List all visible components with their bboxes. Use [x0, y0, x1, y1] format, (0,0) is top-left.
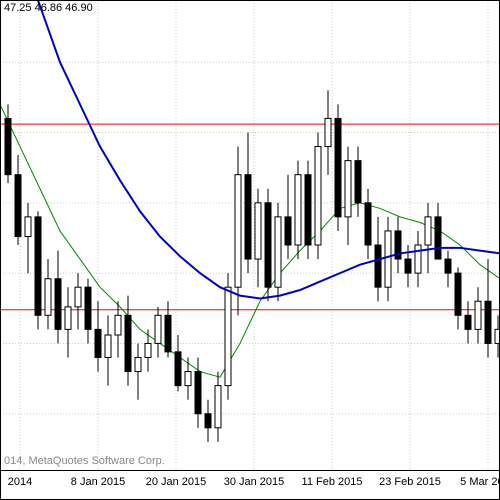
- copyright-text: 014, MetaQuotes Software Corp.: [4, 455, 165, 467]
- candlestick-chart: 47.25 46.86 46.90 014, MetaQuotes Softwa…: [0, 0, 500, 500]
- chart-svg: [0, 0, 500, 500]
- x-axis-label: 11 Feb 2015: [302, 476, 363, 488]
- x-axis-label: 5 Mar 2015: [460, 476, 500, 488]
- price-header: 47.25 46.86 46.90: [4, 2, 93, 14]
- x-axis-label: 23 Feb 2015: [379, 476, 441, 488]
- x-axis-label: 20 Jan 2015: [146, 476, 207, 488]
- x-axis-label: 8 Jan 2015: [71, 476, 125, 488]
- x-axis-label: 2014: [8, 476, 32, 488]
- x-axis-label: 30 Jan 2015: [224, 476, 285, 488]
